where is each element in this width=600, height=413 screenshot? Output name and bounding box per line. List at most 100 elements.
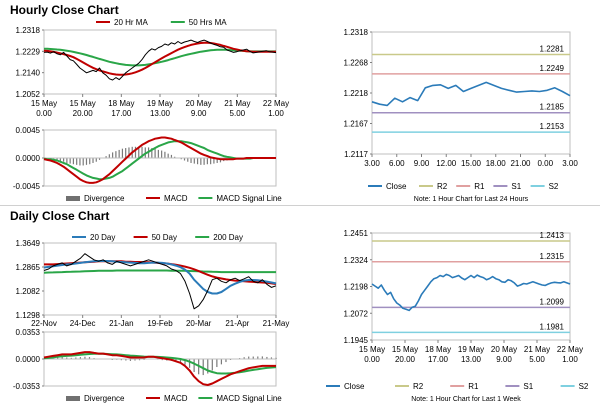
daily-pivot-xlabel: 17.00 <box>428 355 449 364</box>
daily-pivot-ytick: 1.2451 <box>344 229 369 238</box>
daily-macd-legend-label: MACD <box>164 394 188 403</box>
hourly-macd-ytick: 0.0000 <box>16 154 41 163</box>
hourly-macd-legend-swatch <box>66 196 80 201</box>
daily-price-ytick: 1.2865 <box>16 263 41 272</box>
daily-pivot-s1-label: 1.2099 <box>540 297 565 306</box>
hourly-price-xlabel: 21 May <box>224 99 250 108</box>
daily-pivot-ytick: 1.2324 <box>344 256 369 265</box>
hourly-ma20-line <box>43 41 276 76</box>
daily-macd-ytick: 0.0353 <box>16 328 41 337</box>
section-divider <box>0 205 600 206</box>
daily-pivot-s2-label: 1.1981 <box>540 322 565 331</box>
daily-price-ytick: 1.3649 <box>16 239 41 248</box>
daily-pivot-xlabel: 9.00 <box>496 355 512 364</box>
hourly-price-xlabel: 0.00 <box>36 109 52 118</box>
hourly-pivot-xlabel: 9.00 <box>414 159 430 168</box>
daily-pivot-xlabel: 15 May <box>392 345 418 354</box>
hourly-pivot-legend-label: R2 <box>437 182 448 191</box>
daily-price-frame <box>43 242 277 316</box>
hourly-price-xlabel: 13.00 <box>150 109 171 118</box>
hourly-price-xlabel: 9.00 <box>191 109 207 118</box>
hourly-macd-ytick: 0.0045 <box>16 126 41 135</box>
hourly-macd-legend-label: MACD Signal Line <box>216 194 282 203</box>
daily-pivot-note: Note: 1 Hour Chart for Last 1 Week <box>411 396 521 403</box>
daily-close-line <box>43 253 277 310</box>
hourly-pivot-close-line <box>371 81 571 107</box>
hourly-pivot-s1-label: 1.2185 <box>540 103 565 112</box>
daily-macd-line <box>43 351 276 386</box>
daily-pivot-xlabel: 0.00 <box>364 355 380 364</box>
hourly-pivot-ytick: 1.2117 <box>344 150 368 159</box>
hourly-pivot-xlabel: 0.00 <box>537 159 553 168</box>
hourly-pivot-legend-label: S1 <box>511 182 521 191</box>
daily-price-xlabel: 21-May <box>263 319 290 328</box>
hourly-macd-line <box>43 136 276 184</box>
hourly-price-ytick: 1.2052 <box>16 90 41 99</box>
hourly-pivot-xlabel: 6.00 <box>389 159 405 168</box>
hourly-price-xlabel: 22 May <box>263 99 289 108</box>
daily-pivot-xlabel: 21 May <box>524 345 550 354</box>
daily-pivot-r2-label: 1.2413 <box>540 231 565 240</box>
daily-macd-legend-label: MACD Signal Line <box>216 394 282 403</box>
daily-pivot-close-line <box>371 273 571 312</box>
hourly-price-xlabel: 19 May <box>147 99 173 108</box>
hourly-pivot-xlabel: 3.00 <box>562 159 578 168</box>
hourly-price-xlabel: 17.00 <box>111 109 132 118</box>
daily-pivot-xlabel: 18 May <box>425 345 451 354</box>
hourly-section-title: Hourly Close Chart <box>10 3 119 17</box>
daily-price-xlabel: 22-Nov <box>31 319 57 328</box>
hourly-pivot-legend-label: R1 <box>474 182 485 191</box>
hourly-pivot-r2-label: 1.2281 <box>540 44 565 53</box>
daily-pivot-legend-label: R1 <box>468 382 479 391</box>
daily-pivot-xlabel: 19 May <box>458 345 484 354</box>
daily-ma200-line <box>43 269 276 274</box>
daily-price-ytick: 1.1298 <box>16 311 41 320</box>
daily-pivot-ytick: 1.1945 <box>344 336 369 345</box>
hourly-pivot-ytick: 1.2167 <box>344 120 369 129</box>
hourly-pivot-xlabel: 18.00 <box>486 159 507 168</box>
hourly-pivot-xlabel: 15.00 <box>461 159 482 168</box>
hourly-price-ytick: 1.2140 <box>16 69 41 78</box>
hourly-macd-ytick: -0.0045 <box>13 182 41 191</box>
daily-pivot-legend-label: S1 <box>523 382 533 391</box>
daily-pivot-legend-label: Close <box>344 382 365 391</box>
hourly-macd-legend-label: Divergence <box>84 194 125 203</box>
daily-price-legend-label: 200 Day <box>213 233 243 242</box>
daily-pivot-xlabel: 5.00 <box>529 355 545 364</box>
daily-price-xlabel: 21-Jan <box>109 319 133 328</box>
daily-pivot-legend-label: S2 <box>579 382 589 391</box>
hourly-macd-legend-label: MACD <box>164 194 188 203</box>
daily-pivot-ytick: 1.2072 <box>344 309 369 318</box>
hourly-price-xlabel: 15 May <box>31 99 57 108</box>
daily-price-xlabel: 24-Dec <box>70 319 96 328</box>
hourly-price-xlabel: 15 May <box>70 99 96 108</box>
hourly-pivot-xlabel: 12.00 <box>436 159 457 168</box>
daily-pivot-xlabel: 1.00 <box>562 355 578 364</box>
hourly-price-xlabel: 18 May <box>108 99 134 108</box>
hourly-pivot-legend-label: Close <box>386 182 407 191</box>
hourly-pivot-xlabel: 3.00 <box>364 159 380 168</box>
hourly-pivot-s2-label: 1.2153 <box>540 122 565 131</box>
daily-macd-legend-swatch <box>66 396 80 401</box>
hourly-price-xlabel: 5.00 <box>230 109 246 118</box>
daily-price-ytick: 1.2082 <box>16 287 41 296</box>
hourly-pivot-r1-label: 1.2249 <box>540 64 565 73</box>
hourly-price-legend-label: 20 Hr MA <box>114 18 148 27</box>
daily-pivot-xlabel: 13.00 <box>461 355 482 364</box>
daily-pivot-r1-label: 1.2315 <box>540 252 565 261</box>
hourly-price-ytick: 1.2318 <box>16 26 41 35</box>
daily-pivot-xlabel: 22 May <box>557 345 583 354</box>
daily-pivot-legend-label: R2 <box>413 382 424 391</box>
daily-section-title: Daily Close Chart <box>10 209 110 223</box>
daily-macd-legend-label: Divergence <box>84 394 125 403</box>
daily-pivot-xlabel: 20.00 <box>395 355 416 364</box>
daily-price-legend-label: 20 Day <box>90 233 115 242</box>
hourly-price-xlabel: 20 May <box>186 99 212 108</box>
hourly-pivot-legend-label: S2 <box>549 182 559 191</box>
hourly-price-xlabel: 20.00 <box>73 109 94 118</box>
hourly-pivot-note: Note: 1 Hour Chart for Last 24 Hours <box>414 196 529 203</box>
hourly-pivot-xlabel: 21.00 <box>510 159 531 168</box>
daily-price-xlabel: 19-Feb <box>147 319 173 328</box>
hourly-price-legend-label: 50 Hrs MA <box>189 18 227 27</box>
